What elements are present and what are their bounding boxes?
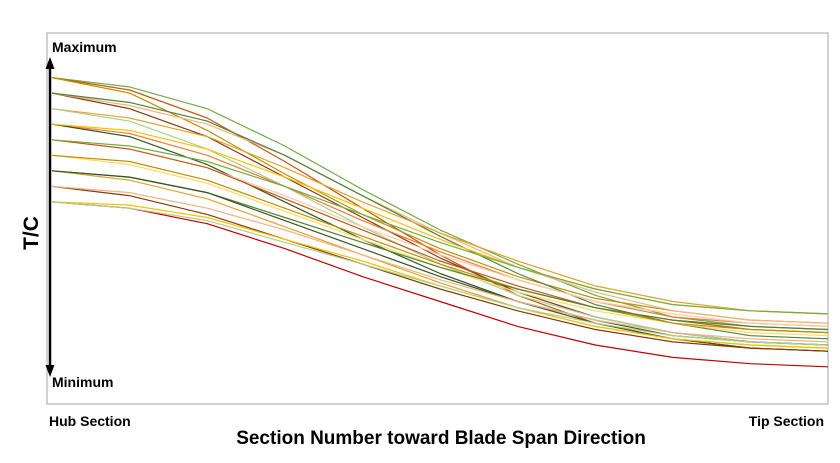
y-axis-title: T/C (20, 216, 43, 250)
series-line-6 (51, 92, 829, 340)
y-max-label: Maximum (52, 39, 117, 55)
series-line-10 (51, 123, 829, 352)
series-line-13 (51, 139, 829, 334)
series-line-20 (51, 185, 829, 352)
y-min-label: Minimum (52, 374, 113, 390)
y-axis-arrow (45, 57, 55, 377)
x-start-label: Hub Section (49, 413, 131, 429)
series-line-21 (51, 185, 829, 343)
x-end-label: Tip Section (749, 413, 824, 429)
series-line-1 (51, 77, 829, 331)
arrow-down-icon (45, 365, 55, 377)
series-line-22 (51, 201, 829, 368)
series-line-24 (51, 201, 829, 346)
series-layer (51, 77, 829, 368)
series-line-14 (51, 139, 829, 315)
series-line-7 (51, 108, 829, 315)
arrow-up-icon (45, 57, 55, 69)
plot-area (46, 32, 829, 405)
series-line-16 (51, 154, 829, 334)
series-line-9 (51, 123, 829, 327)
x-axis-title: Section Number toward Blade Span Directi… (236, 428, 646, 449)
